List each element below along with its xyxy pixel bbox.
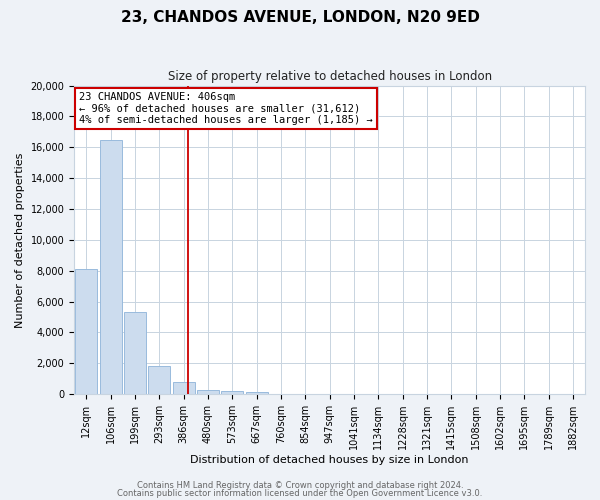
Bar [197, 390, 219, 394]
Bar [245, 392, 268, 394]
Text: 23, CHANDOS AVENUE, LONDON, N20 9ED: 23, CHANDOS AVENUE, LONDON, N20 9ED [121, 10, 479, 25]
Text: Contains public sector information licensed under the Open Government Licence v3: Contains public sector information licen… [118, 488, 482, 498]
Bar [221, 391, 243, 394]
X-axis label: Distribution of detached houses by size in London: Distribution of detached houses by size … [190, 455, 469, 465]
Bar [173, 382, 194, 394]
Text: 23 CHANDOS AVENUE: 406sqm
← 96% of detached houses are smaller (31,612)
4% of se: 23 CHANDOS AVENUE: 406sqm ← 96% of detac… [79, 92, 373, 125]
Bar [76, 269, 97, 394]
Y-axis label: Number of detached properties: Number of detached properties [15, 152, 25, 328]
Title: Size of property relative to detached houses in London: Size of property relative to detached ho… [167, 70, 491, 83]
Text: Contains HM Land Registry data © Crown copyright and database right 2024.: Contains HM Land Registry data © Crown c… [137, 481, 463, 490]
Bar [148, 366, 170, 394]
Bar [100, 140, 122, 394]
Bar [124, 312, 146, 394]
